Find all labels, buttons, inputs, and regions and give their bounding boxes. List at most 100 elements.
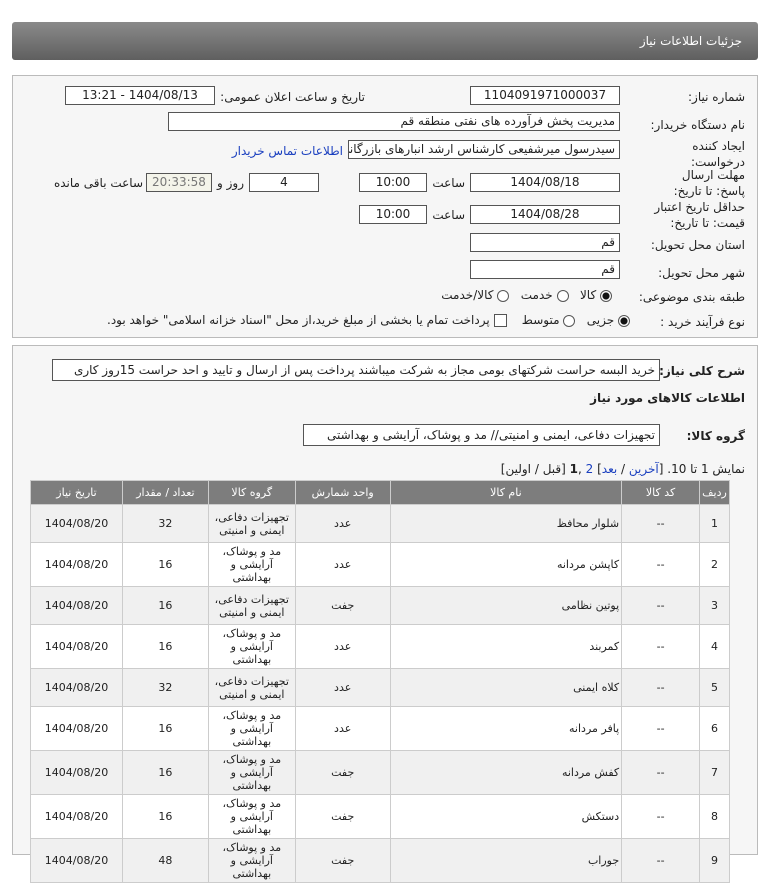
pagination: نمایش 1 تا 10. [آخرین / بعد] 2 ,1 [قبل /… — [501, 461, 745, 477]
page-title: جزئیات اطلاعات نیاز — [639, 34, 742, 48]
table-cell: مد و پوشاک، آرایشی و بهداشتی — [207, 838, 296, 883]
description-label: شرح کلی نیاز: — [659, 364, 745, 378]
process-radio-group: جزیی متوسط پرداخت تمام یا بخشی از مبلغ خ… — [107, 313, 630, 327]
category-service-radio[interactable] — [556, 289, 569, 302]
table-row: 8 -- دستکش جفت مد و پوشاک، آرایشی و بهداشتی 1… — [30, 794, 730, 839]
table-cell: جفت — [294, 750, 391, 795]
deadline-time-label: ساعت — [432, 176, 465, 190]
table-cell: پافر مردانه — [389, 706, 623, 751]
buyer-field: مدیریت پخش فرآورده های نفتی منطقه قم — [168, 112, 620, 131]
group-field: تجهیزات دفاعی، ایمنی و امنیتی// مد و پوش… — [303, 424, 660, 446]
table-cell: 32 — [122, 668, 209, 707]
table-row: 1 -- شلوار محافظ عدد تجهیزات دفاعی، ایمنی و … — [30, 504, 730, 543]
table-cell: -- — [621, 586, 701, 625]
column-header: تاریخ نیاز — [30, 480, 123, 505]
table-cell: کمربند — [389, 624, 623, 669]
table-cell: جفت — [294, 838, 391, 883]
table-cell: -- — [621, 668, 701, 707]
last-page-link[interactable]: آخرین — [628, 462, 659, 476]
announce-label: تاریخ و ساعت اعلان عمومی: — [220, 90, 365, 104]
column-header: کد کالا — [621, 480, 701, 505]
table-cell: 7 — [699, 750, 730, 795]
page-header: جزئیات اطلاعات نیاز — [12, 22, 758, 60]
treasury-checkbox[interactable] — [493, 314, 507, 327]
table-cell: عدد — [294, 706, 391, 751]
table-row: 9 -- جوراب جفت مد و پوشاک، آرایشی و بهداشتی 4… — [30, 838, 730, 883]
table-cell: 16 — [122, 624, 209, 669]
remaining-label: ساعت باقی مانده — [53, 176, 143, 190]
category-goods-label: کالا — [579, 288, 597, 302]
deadline-time-field: 10:00 — [359, 173, 427, 192]
table-row: 5 -- کلاه ایمنی عدد تجهیزات دفاعی، ایمنی و ا… — [30, 668, 730, 707]
group-label: گروه کالا: — [686, 429, 745, 443]
page-2-link[interactable]: 2 — [585, 462, 594, 476]
table-cell: 16 — [122, 794, 209, 839]
goods-title: اطلاعات کالاهای مورد نیاز — [590, 391, 745, 405]
table-cell: 1404/08/20 — [30, 504, 123, 543]
table-cell: جفت — [294, 586, 391, 625]
need-number-label: شماره نیاز: — [688, 90, 745, 104]
table-cell: دستکش — [389, 794, 623, 839]
city-field: قم — [470, 260, 620, 279]
table-cell: جوراب — [389, 838, 623, 883]
table-row: 7 -- کفش مردانه جفت مد و پوشاک، آرایشی و بهد… — [30, 750, 730, 795]
next-page-link[interactable]: بعد — [601, 462, 618, 476]
column-header: ردیف — [699, 480, 730, 505]
buyer-label: نام دستگاه خریدار: — [650, 118, 746, 132]
table-cell: 2 — [699, 542, 730, 587]
paging-prefix: نمایش 1 تا 10. [ — [658, 462, 745, 476]
table-cell: -- — [621, 706, 701, 751]
process-label: نوع فرآیند خرید : — [660, 315, 745, 329]
table-header-row: ردیف کد کالا نام کالا واحد شمارش گروه کالا تع… — [30, 480, 730, 505]
description-field: خرید البسه حراست شرکتهای بومی مجاز به شر… — [52, 359, 660, 381]
column-header: نام کالا — [389, 480, 623, 505]
category-both-radio[interactable] — [497, 289, 510, 302]
contact-buyer-link[interactable]: اطلاعات تماس خریدار — [231, 144, 343, 158]
table-cell: 1 — [699, 504, 730, 543]
table-cell: کاپشن مردانه — [389, 542, 623, 587]
validity-time-label: ساعت — [432, 208, 465, 222]
table-cell: تجهیزات دفاعی، ایمنی و امنیتی — [207, 504, 296, 543]
table-cell: 3 — [699, 586, 730, 625]
table-cell: -- — [621, 624, 701, 669]
table-cell: -- — [621, 750, 701, 795]
column-header: واحد شمارش — [294, 480, 391, 505]
table-cell: تجهیزات دفاعی، ایمنی و امنیتی — [207, 668, 296, 707]
table-cell: 9 — [699, 838, 730, 883]
paging-sep: / — [617, 462, 629, 476]
column-header: گروه کالا — [207, 480, 296, 505]
table-row: 4 -- کمربند عدد مد و پوشاک، آرایشی و بهداشتی… — [30, 624, 730, 669]
table-cell: 16 — [122, 750, 209, 795]
province-label: استان محل تحویل: — [650, 238, 745, 252]
table-row: 2 -- کاپشن مردانه عدد مد و پوشاک، آرایشی و ب… — [30, 542, 730, 587]
table-cell: 1404/08/20 — [30, 706, 123, 751]
process-minor-radio[interactable] — [618, 314, 630, 327]
table-cell: 1404/08/20 — [30, 838, 123, 883]
table-cell: 32 — [122, 504, 209, 543]
process-medium-label: متوسط — [521, 313, 560, 327]
payment-note: پرداخت تمام یا بخشی از مبلغ خرید،از محل … — [107, 313, 490, 327]
category-service-label: خدمت — [520, 288, 553, 302]
table-cell: 48 — [122, 838, 209, 883]
paging-comma: , — [578, 462, 586, 476]
category-goods-radio[interactable] — [600, 289, 612, 302]
paging-suffix: [قبل / اولین] — [500, 462, 570, 476]
category-radio-group: کالا خدمت کالا/خدمت — [441, 288, 612, 302]
table-cell: عدد — [294, 542, 391, 587]
table-cell: 1404/08/20 — [30, 668, 123, 707]
table-cell: 8 — [699, 794, 730, 839]
validity-time-field: 10:00 — [359, 205, 427, 224]
need-info-panel: شماره نیاز: 1104091971000037 تاریخ و ساع… — [12, 75, 758, 338]
table-cell: 16 — [122, 542, 209, 587]
table-cell: کلاه ایمنی — [389, 668, 623, 707]
creator-field: سیدرسول میرشفیعی کارشناس ارشد انبارهای ب… — [348, 140, 620, 159]
table-cell: 16 — [122, 586, 209, 625]
process-medium-radio[interactable] — [563, 314, 576, 327]
table-cell: عدد — [294, 504, 391, 543]
table-cell: مد و پوشاک، آرایشی و بهداشتی — [207, 624, 296, 669]
city-label: شهر محل تحویل: — [658, 266, 745, 280]
table-cell: کفش مردانه — [389, 750, 623, 795]
table-cell: مد و پوشاک، آرایشی و بهداشتی — [207, 542, 296, 587]
table-cell: عدد — [294, 668, 391, 707]
table-cell: 1404/08/20 — [30, 750, 123, 795]
